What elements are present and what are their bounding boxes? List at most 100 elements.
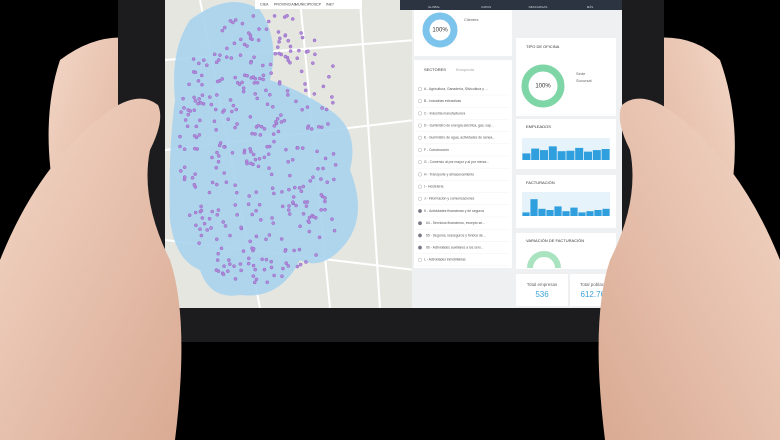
marker	[260, 63, 265, 68]
checkbox[interactable]	[418, 123, 423, 128]
marker	[260, 257, 264, 262]
sector-item[interactable]: 64 - Servicios financieros, excepto se..…	[426, 221, 485, 225]
marker	[217, 154, 221, 158]
sector-item[interactable]: H - Transporte y almacenamiento	[424, 172, 474, 176]
marker	[234, 190, 239, 195]
top-tab[interactable]: GLOBAL	[428, 5, 440, 9]
checkbox[interactable]	[418, 196, 423, 201]
checkbox[interactable]	[418, 233, 423, 238]
marker	[272, 14, 277, 18]
bar	[601, 149, 610, 160]
marker	[286, 93, 290, 97]
marker	[314, 253, 318, 257]
top-tab[interactable]: CAPAS	[481, 5, 491, 9]
checkbox[interactable]	[418, 160, 423, 165]
marker	[197, 133, 202, 137]
marker	[319, 208, 323, 212]
marker	[186, 108, 190, 112]
bar	[548, 146, 557, 160]
sector-item[interactable]: D - Suministro de energía eléctrica, gas…	[424, 123, 494, 127]
checkbox[interactable]	[418, 184, 423, 189]
map-tab[interactable]: INE7	[326, 2, 334, 6]
card-title: TIPO DE OFICINA	[526, 44, 560, 49]
marker	[199, 73, 204, 78]
map-tab[interactable]: CIEA	[260, 2, 269, 6]
marker	[298, 224, 302, 229]
marker	[303, 82, 307, 86]
sector-item[interactable]: B - Industrias extractivas	[424, 99, 461, 103]
marker	[303, 88, 308, 93]
checkbox[interactable]	[418, 257, 423, 262]
marker	[248, 115, 253, 119]
sector-item[interactable]: 66 - Actividades auxiliares a los serv..…	[426, 245, 483, 249]
marker	[251, 14, 256, 18]
marker	[305, 105, 310, 109]
marker	[287, 187, 291, 192]
sector-item[interactable]: F - Construcción	[424, 148, 449, 152]
marker	[241, 89, 246, 94]
top-tab[interactable]: MÁS	[587, 5, 594, 9]
marker	[283, 33, 288, 37]
search-box[interactable]: Búsqueda	[456, 67, 475, 72]
marker	[311, 175, 315, 180]
checkbox[interactable]	[418, 111, 423, 116]
marker	[178, 134, 182, 139]
map-tab[interactable]: CP	[316, 2, 322, 6]
marker	[257, 76, 262, 81]
marker	[178, 144, 182, 149]
marker	[229, 56, 234, 60]
sector-item[interactable]: J - Información y comunicaciones	[424, 197, 475, 201]
map-tab[interactable]: PROVINCIAS	[274, 2, 297, 6]
checkbox[interactable]	[418, 245, 423, 250]
marker	[301, 212, 306, 216]
sector-item[interactable]: L - Actividades inmobiliarias	[424, 258, 466, 262]
top-tab[interactable]: DESCARGAS	[529, 5, 548, 9]
marker	[241, 86, 246, 90]
marker	[239, 37, 243, 42]
marker	[229, 109, 234, 114]
marker	[246, 261, 251, 266]
sector-item[interactable]: G - Comercio al por mayor y al por menor…	[424, 160, 489, 164]
marker	[179, 110, 183, 114]
marker	[288, 173, 292, 178]
checkbox[interactable]	[418, 172, 423, 177]
marker	[267, 166, 271, 170]
marker	[300, 35, 305, 40]
sector-item[interactable]: E - Suministro de agua, actividades de s…	[424, 136, 495, 140]
marker	[308, 179, 313, 183]
marker	[277, 81, 282, 86]
sector-item[interactable]: A - Agricultura, Ganadería, Silvicultura…	[424, 87, 488, 91]
marker	[256, 38, 261, 42]
checkbox[interactable]	[418, 147, 423, 152]
sector-item[interactable]: 65 - Seguros, reaseguros y fondos de...	[426, 233, 486, 237]
marker	[248, 60, 253, 65]
marker	[264, 27, 269, 32]
checkbox[interactable]	[418, 135, 423, 140]
sector-item[interactable]: I - Hostelería	[424, 184, 444, 188]
map-tab[interactable]: MUNICIPIOS	[295, 2, 317, 6]
marker	[220, 77, 225, 81]
marker	[197, 61, 201, 66]
marker	[311, 61, 315, 65]
marker	[316, 166, 320, 171]
sector-item[interactable]: C - Industria manufacturera	[424, 111, 465, 115]
marker	[273, 51, 278, 56]
marker	[207, 190, 212, 195]
marker	[233, 203, 238, 207]
marker	[222, 25, 227, 30]
marker	[280, 190, 284, 194]
marker	[224, 180, 229, 185]
marker	[284, 261, 289, 265]
checkbox[interactable]	[418, 221, 423, 226]
marker	[325, 180, 330, 184]
marker	[222, 264, 226, 268]
marker	[275, 45, 280, 49]
checkbox[interactable]	[418, 208, 423, 213]
marker	[266, 19, 271, 24]
marker	[242, 148, 247, 153]
marker	[251, 263, 256, 268]
checkbox[interactable]	[418, 99, 423, 104]
sector-item[interactable]: K - Actividades financieras y de seguros	[424, 209, 484, 213]
marker	[250, 131, 254, 136]
checkbox[interactable]	[418, 86, 423, 91]
